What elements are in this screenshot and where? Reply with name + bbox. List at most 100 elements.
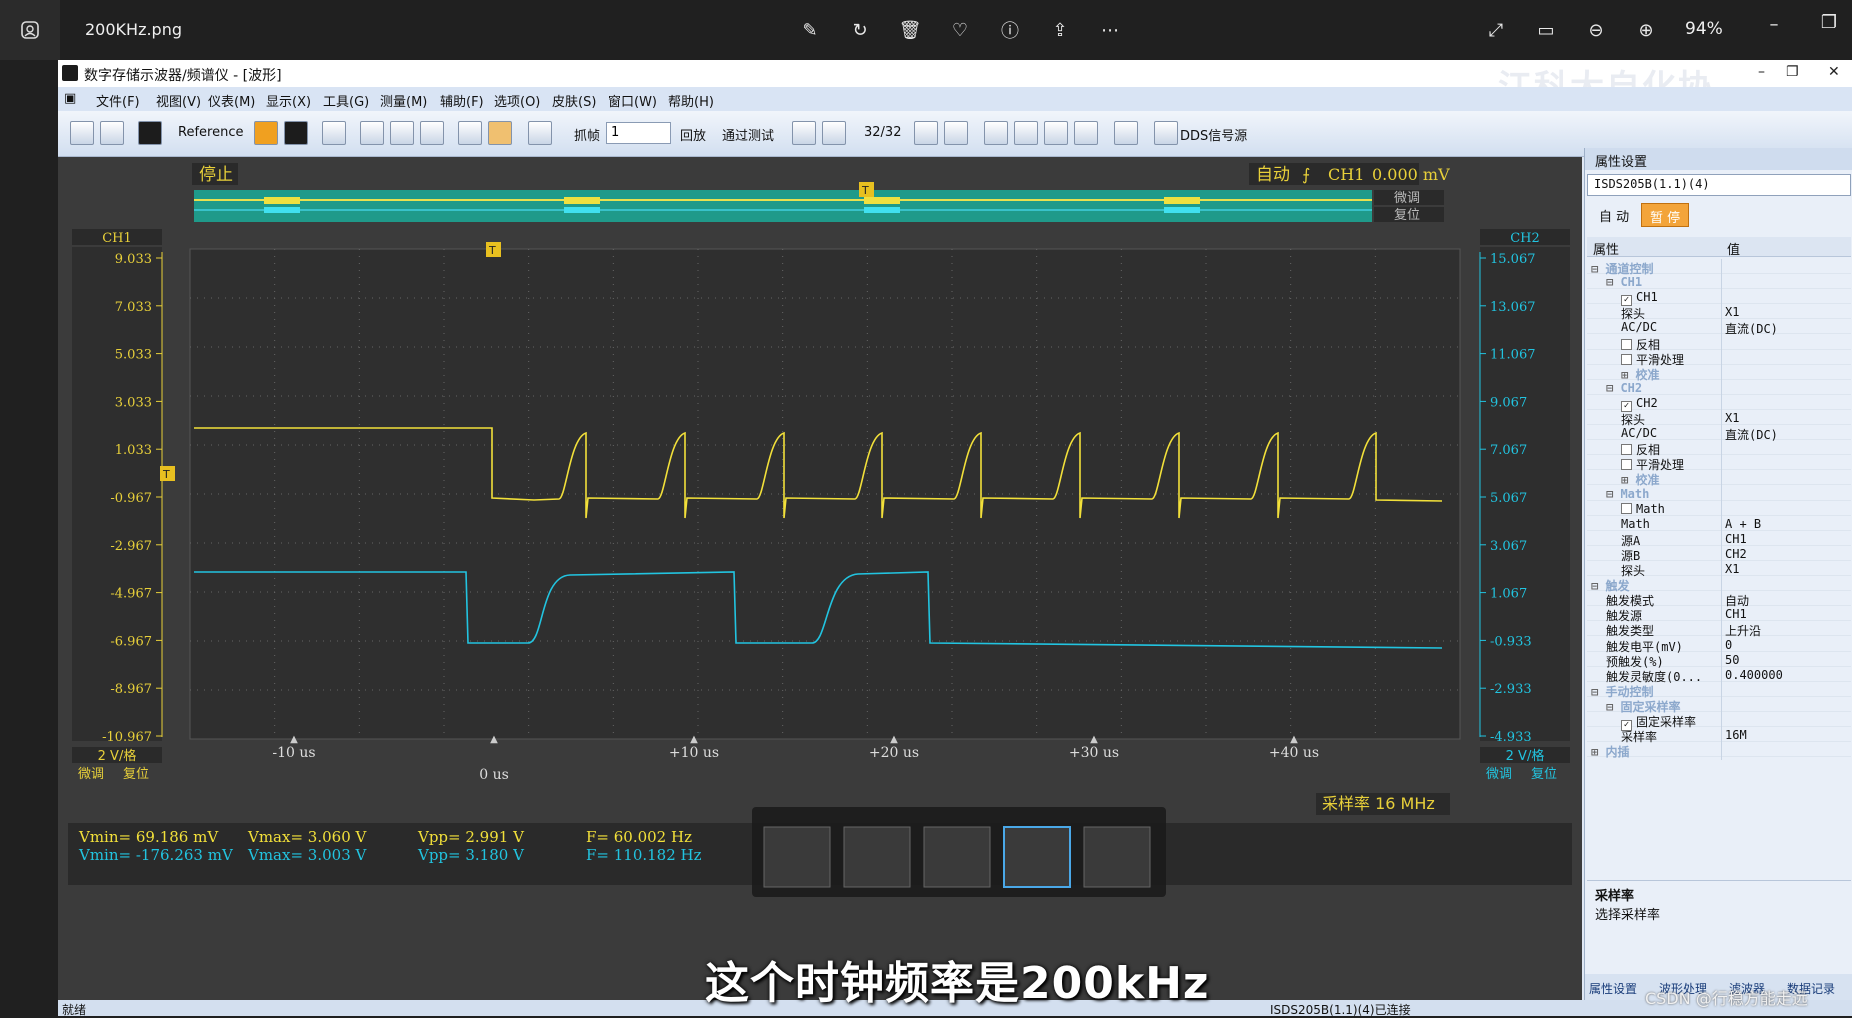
open-icon[interactable] bbox=[70, 121, 94, 145]
property-row[interactable]: ⊞ 校准 bbox=[1587, 470, 1851, 489]
app-close-icon[interactable]: ✕ bbox=[1828, 64, 1840, 80]
property-value[interactable]: CH2 bbox=[1725, 546, 1747, 561]
property-row[interactable]: ⊟ CH2 bbox=[1587, 379, 1851, 398]
property-row[interactable]: 探头 X1 bbox=[1587, 410, 1851, 428]
tab-waveform[interactable]: 波形处理 bbox=[1659, 982, 1708, 996]
pause-button[interactable]: 暂 停 bbox=[1641, 203, 1690, 227]
property-row[interactable]: AC/DC 直流(DC) bbox=[1587, 319, 1851, 338]
dds-button[interactable]: DDS信号源 bbox=[1180, 129, 1248, 144]
property-row[interactable]: 源A CH1 bbox=[1587, 530, 1851, 549]
property-row[interactable]: 平滑处理 bbox=[1587, 455, 1851, 474]
app-restore-icon[interactable]: ❐ bbox=[1786, 64, 1799, 80]
property-row[interactable]: 反相 bbox=[1587, 440, 1851, 459]
ch1-scale[interactable]: 2 V/格 bbox=[98, 748, 137, 764]
expand-icon[interactable]: ⊟ bbox=[1591, 684, 1606, 699]
expand-icon[interactable]: ⊞ bbox=[1591, 745, 1606, 760]
property-row[interactable]: 触发电平(mV) 0 bbox=[1587, 636, 1851, 655]
frame-select[interactable]: 1 bbox=[606, 122, 671, 144]
info-icon[interactable]: ⓘ bbox=[1001, 21, 1019, 42]
playback-button[interactable]: 回放 bbox=[680, 129, 707, 144]
overview-trigger-marker[interactable] bbox=[859, 182, 874, 197]
video-thumbnail[interactable] bbox=[1003, 826, 1071, 888]
checkbox[interactable] bbox=[1621, 444, 1632, 456]
property-row[interactable]: ✓ CH1 bbox=[1587, 289, 1851, 308]
plot-area[interactable] bbox=[189, 248, 1461, 740]
reference-button[interactable]: Reference bbox=[178, 125, 244, 140]
property-row[interactable]: 触发源 CH1 bbox=[1587, 606, 1851, 625]
menu-item-3[interactable]: 显示(X) bbox=[266, 95, 312, 110]
expand-icon[interactable]: ⊞ bbox=[1621, 473, 1636, 488]
property-row[interactable]: AC/DC 直流(DC) bbox=[1587, 425, 1851, 444]
scope-display[interactable]: 停止 自动 ⨍ CH1 0.000 mV 微调 复位 CH1 9.0 bbox=[58, 157, 1582, 1000]
video-thumbnail[interactable] bbox=[923, 826, 991, 888]
trigger-level-marker[interactable] bbox=[160, 466, 175, 481]
checkbox[interactable] bbox=[1621, 502, 1632, 514]
property-value[interactable]: 0.400000 bbox=[1725, 667, 1783, 682]
trigger-position-marker[interactable] bbox=[486, 242, 501, 257]
property-row[interactable]: ⊟ CH1 bbox=[1587, 274, 1851, 293]
first-frame-icon[interactable] bbox=[792, 121, 816, 145]
app-minimize-icon[interactable]: – bbox=[1758, 64, 1765, 80]
zoom-out-icon[interactable]: ⊖ bbox=[1588, 19, 1604, 41]
property-value[interactable]: A + B bbox=[1725, 516, 1762, 531]
property-row[interactable]: ⊟ Math bbox=[1587, 485, 1851, 504]
menu-item-2[interactable]: 仪表(M) bbox=[208, 95, 256, 110]
property-row[interactable]: 平滑处理 bbox=[1587, 349, 1851, 368]
property-value[interactable]: 直流(DC) bbox=[1725, 428, 1778, 443]
tab-filter[interactable]: 滤波器 bbox=[1729, 982, 1766, 996]
property-row[interactable]: 触发灵敏度(0... 0.400000 bbox=[1587, 666, 1851, 685]
expand-icon[interactable]: ⊟ bbox=[1606, 380, 1621, 395]
expand-icon[interactable]: ⊟ bbox=[1606, 699, 1621, 714]
expand-icon[interactable]: ⊟ bbox=[1591, 579, 1606, 594]
expand-icon[interactable]: ⊟ bbox=[1591, 262, 1606, 276]
grid-alt-icon[interactable] bbox=[420, 121, 444, 145]
menu-item-1[interactable]: 视图(V) bbox=[156, 95, 202, 110]
property-value[interactable]: CH1 bbox=[1725, 531, 1747, 546]
expand-icon[interactable]: ⊞ bbox=[1621, 367, 1636, 382]
crosshair-icon[interactable] bbox=[360, 121, 384, 145]
property-value[interactable]: 16M bbox=[1725, 728, 1747, 743]
zoom-in-icon[interactable]: ⊕ bbox=[1638, 19, 1654, 41]
property-value[interactable]: 上升沿 bbox=[1725, 624, 1762, 639]
property-row[interactable]: Math bbox=[1587, 500, 1851, 519]
property-value[interactable]: 0 bbox=[1725, 637, 1733, 652]
edit-icon[interactable]: ✎ bbox=[802, 19, 818, 41]
gallery-icon[interactable] bbox=[0, 0, 60, 60]
next-frame-icon[interactable] bbox=[914, 121, 938, 145]
cursor-icon[interactable] bbox=[254, 121, 278, 145]
stop-icon[interactable] bbox=[284, 121, 308, 145]
property-value[interactable]: X1 bbox=[1725, 562, 1740, 576]
voltmeter-icon[interactable] bbox=[1114, 121, 1138, 145]
property-value[interactable]: 50 bbox=[1725, 652, 1740, 667]
tab-properties[interactable]: 属性设置 bbox=[1589, 982, 1638, 996]
property-value[interactable]: 自动 bbox=[1725, 594, 1750, 609]
layout2-icon[interactable] bbox=[1014, 121, 1038, 145]
actual-size-icon[interactable]: ▭ bbox=[1537, 19, 1555, 41]
menu-item-4[interactable]: 工具(G) bbox=[323, 95, 370, 110]
menu-item-5[interactable]: 测量(M) bbox=[380, 95, 428, 110]
prev-frame-icon[interactable] bbox=[822, 121, 846, 145]
ch1-fine-button[interactable]: 微调 bbox=[78, 767, 104, 782]
checkbox[interactable]: ✓ bbox=[1621, 720, 1632, 731]
app-menu-icon[interactable]: ▣ bbox=[64, 91, 77, 106]
pass-test-button[interactable]: 通过测试 bbox=[722, 129, 775, 144]
last-frame-icon[interactable] bbox=[944, 121, 968, 145]
property-row[interactable]: 反相 bbox=[1587, 334, 1851, 353]
help-icon[interactable] bbox=[138, 121, 162, 145]
ch2-reset-button[interactable]: 复位 bbox=[1531, 767, 1557, 782]
tab-datalog[interactable]: 数据记录 bbox=[1787, 982, 1836, 996]
property-row[interactable]: 预触发(%) 50 bbox=[1587, 651, 1851, 670]
property-row[interactable]: ✓ CH2 bbox=[1587, 394, 1851, 413]
layout1-icon[interactable] bbox=[984, 121, 1008, 145]
property-row[interactable]: 采样率 16M bbox=[1587, 727, 1851, 746]
menu-item-8[interactable]: 皮肤(S) bbox=[552, 95, 597, 110]
overview-fine-button[interactable]: 微调 bbox=[1394, 191, 1420, 206]
layout4-icon[interactable] bbox=[1074, 121, 1098, 145]
auto-button[interactable]: 自 动 bbox=[1599, 210, 1630, 225]
save-icon[interactable] bbox=[100, 121, 124, 145]
property-row[interactable]: 源B CH2 bbox=[1587, 545, 1851, 564]
grid-icon[interactable] bbox=[390, 121, 414, 145]
menu-item-10[interactable]: 帮助(H) bbox=[668, 95, 714, 110]
property-row[interactable]: 触发模式 自动 bbox=[1587, 591, 1851, 610]
minimize-icon[interactable]: – bbox=[1769, 13, 1779, 35]
